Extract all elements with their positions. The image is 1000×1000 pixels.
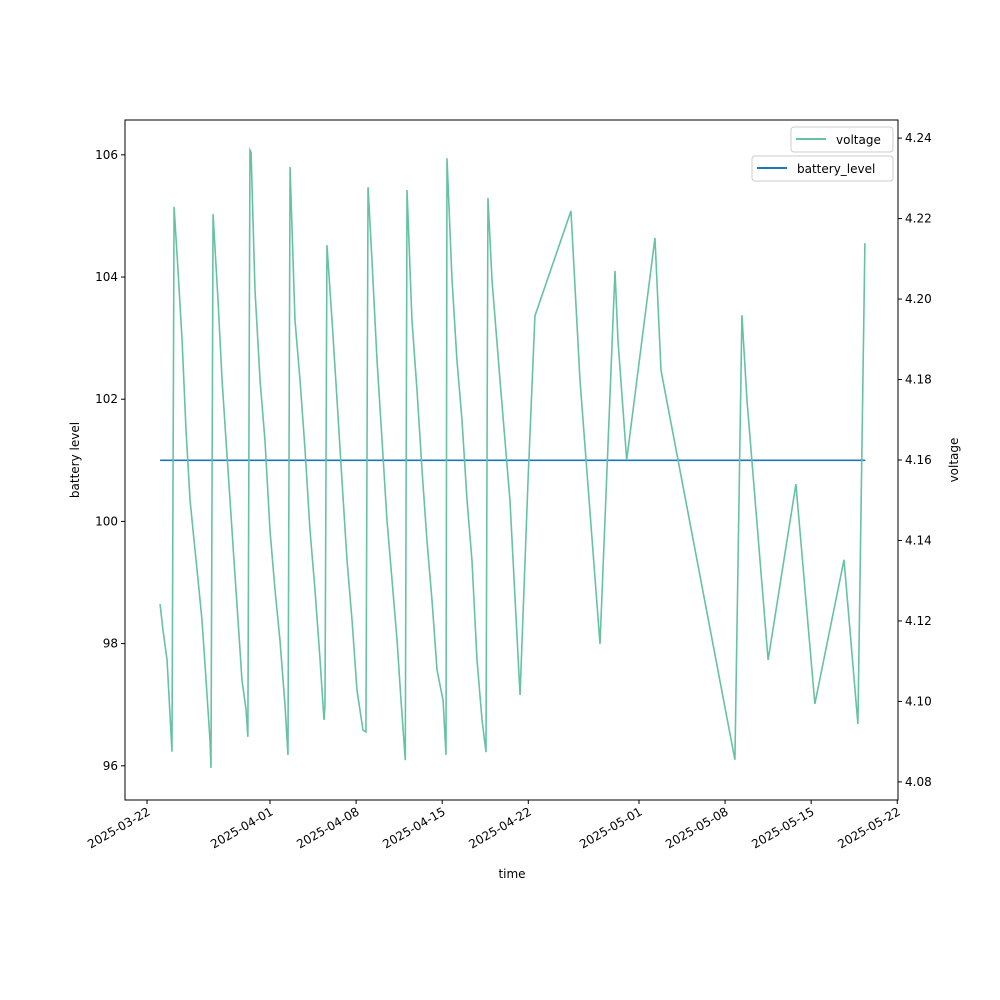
y-axis-label-right: voltage (947, 438, 961, 483)
y-tick-label-left: 96 (103, 759, 118, 773)
legend-voltage: voltage (790, 126, 894, 153)
y-tick-label-right: 4.08 (905, 775, 932, 789)
y-tick-label-left: 98 (103, 637, 118, 651)
x-tick-label: 2025-05-15 (749, 804, 816, 851)
x-tick-label: 2025-04-15 (380, 804, 447, 851)
y-tick-label-right: 4.10 (905, 694, 932, 708)
y-tick-label-right: 4.16 (905, 453, 932, 467)
x-tick-label: 2025-05-22 (835, 804, 902, 851)
legend-battery: battery_level (751, 155, 894, 182)
y-tick-label-left: 104 (95, 270, 118, 284)
legend-label-voltage: voltage (836, 133, 881, 147)
y-tick-label-left: 102 (95, 392, 118, 406)
y-tick-label-right: 4.20 (905, 292, 932, 306)
legend-label-battery: battery_level (797, 162, 875, 176)
y-tick-label-right: 4.24 (905, 131, 932, 145)
x-tick-label: 2025-04-22 (466, 804, 533, 851)
y-tick-label-left: 100 (95, 514, 118, 528)
x-tick-label: 2025-04-08 (294, 804, 361, 851)
y-tick-label-right: 4.18 (905, 373, 932, 387)
y-tick-label-right: 4.22 (905, 212, 932, 226)
x-tick-label: 2025-04-01 (208, 804, 275, 851)
y-tick-label-left: 106 (95, 148, 118, 162)
x-tick-label: 2025-05-08 (663, 804, 730, 851)
x-tick-label: 2025-03-22 (85, 804, 152, 851)
y-tick-label-right: 4.12 (905, 614, 932, 628)
y-axis-label-left: battery level (68, 422, 82, 498)
series-line-voltage (159, 147, 866, 768)
y-tick-label-right: 4.14 (905, 533, 932, 547)
x-axis-label: time (498, 867, 525, 881)
x-tick-label: 2025-05-01 (577, 804, 644, 851)
